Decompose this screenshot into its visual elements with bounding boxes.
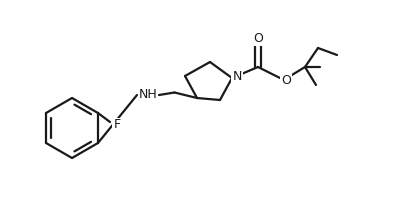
Text: O: O: [253, 32, 263, 45]
Text: O: O: [281, 74, 291, 86]
Text: N: N: [232, 70, 242, 82]
Text: F: F: [114, 119, 120, 131]
Text: NH: NH: [139, 88, 157, 102]
Text: NH: NH: [139, 88, 157, 102]
